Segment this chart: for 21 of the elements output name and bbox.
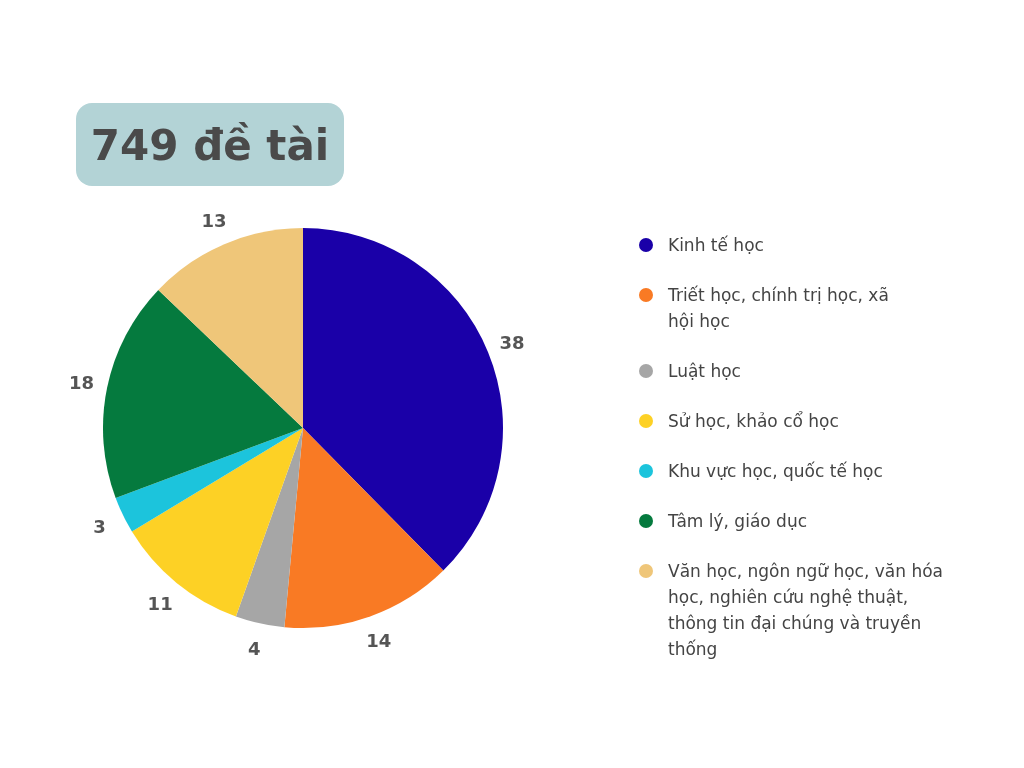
- legend-label: Văn học, ngôn ngữ học, văn hóa học, nghiên cứu nghệ thuật, thông tin đại chúng và truyền thống: [668, 561, 944, 659]
- legend-label: Khu vực học, quốc tế học: [668, 461, 883, 481]
- data-label: 3: [93, 516, 106, 538]
- pie-slice: [284, 428, 444, 628]
- data-label: 11: [147, 592, 173, 614]
- legend-label: Triết học, chính trị học, xã hội học: [667, 285, 889, 331]
- data-label: 4: [247, 638, 261, 660]
- data-label: 13: [201, 209, 227, 231]
- pie-slice: [158, 228, 303, 428]
- data-label: 18: [69, 372, 95, 394]
- chart-title: 749 đề tài: [90, 120, 330, 170]
- pie-slice: [103, 289, 303, 499]
- data-label: 14: [366, 630, 392, 652]
- legend-label: Luật học: [668, 361, 741, 381]
- pie-slice: [115, 428, 303, 532]
- legend-label: Sử học, khảo cổ học: [668, 411, 839, 431]
- pie-slice: [235, 428, 303, 628]
- pie-slice: [131, 428, 303, 617]
- legend-label: Kinh tế học: [668, 235, 764, 255]
- data-label: 38: [499, 331, 525, 353]
- legend-label: Tâm lý, giáo dục: [667, 511, 808, 531]
